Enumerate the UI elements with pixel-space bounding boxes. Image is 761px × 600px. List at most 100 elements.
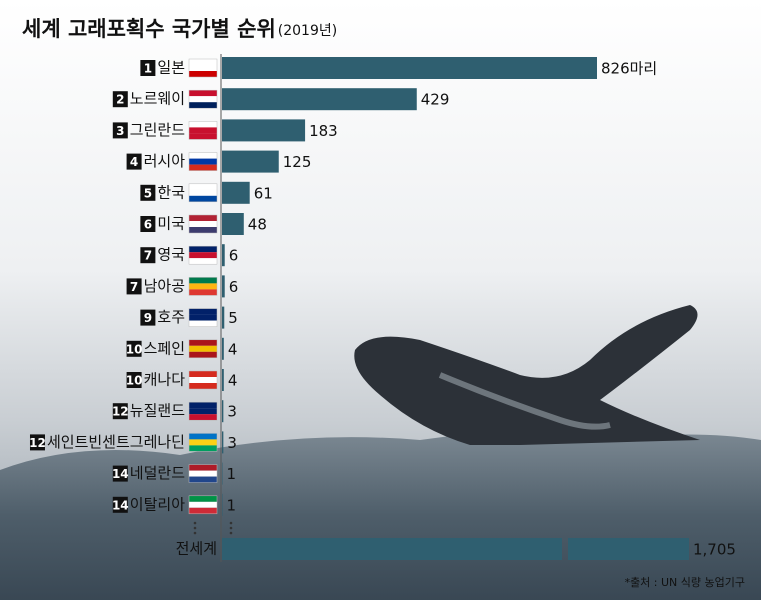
flag-border [188, 401, 218, 421]
bar [222, 275, 225, 298]
category-label: 뉴질랜드 [130, 402, 185, 420]
flag [189, 320, 217, 327]
flag [189, 152, 217, 159]
rank-label: 10 [126, 374, 143, 388]
bar [222, 337, 224, 360]
rank-badge [112, 496, 128, 513]
flag [189, 158, 217, 165]
value-label: 125 [283, 153, 312, 171]
bar [222, 400, 224, 423]
value-label: 6 [229, 278, 239, 296]
whale-belly [438, 372, 611, 430]
rank-badge [126, 153, 142, 170]
bar [222, 244, 225, 267]
flag [189, 308, 217, 315]
flag-border [188, 121, 218, 140]
rank-badge [140, 309, 156, 326]
bar [222, 306, 225, 329]
flag [189, 127, 217, 134]
flag-border [188, 308, 218, 327]
bar [222, 119, 306, 142]
flag [189, 345, 217, 352]
value-label: 4 [228, 372, 238, 390]
flag [189, 65, 217, 71]
flag [189, 102, 217, 109]
category-label: 스페인 [144, 339, 185, 357]
total-label: 전세계 [176, 540, 217, 558]
flag-border [188, 58, 218, 78]
flag [189, 59, 217, 65]
rank-badge [112, 91, 128, 108]
flag [189, 383, 217, 389]
value-label: 183 [309, 122, 338, 140]
source: *출처 : UN 식량 농업기구 [625, 576, 745, 589]
category-label: 세인트빈센트그레나딘 [47, 433, 185, 451]
rank-label: 1 [144, 62, 152, 76]
rank-badge [140, 247, 156, 264]
category-label: 그린란드 [130, 121, 185, 139]
title-group: 세계 고래포획수 국가별 순위 (2019년) [22, 17, 337, 41]
value-label: 48 [248, 216, 267, 234]
value-label: 6 [229, 247, 239, 265]
rank-badge [126, 278, 142, 295]
value-label: 429 [421, 91, 450, 109]
rank-badge [112, 122, 128, 139]
category-label: 노르웨이 [130, 90, 185, 108]
category-label: 남아공 [144, 277, 185, 295]
rank-label: 9 [144, 311, 152, 325]
flag [189, 252, 217, 259]
flag [189, 402, 217, 409]
category-label: 일본 [157, 59, 185, 77]
value-label: 1 [226, 496, 236, 514]
category-label: 네덜란드 [130, 464, 185, 482]
ocean [0, 431, 761, 600]
flag [189, 71, 217, 77]
flag [189, 277, 217, 284]
flag-border [188, 183, 218, 203]
category-label: 러시아 [144, 152, 186, 170]
rank-badge [140, 184, 156, 201]
value-label: 4 [228, 340, 238, 358]
title-note: (2019년) [278, 23, 337, 39]
rank-badge [29, 434, 45, 451]
flag [189, 445, 217, 452]
rank-badge [112, 465, 128, 482]
flag [189, 339, 217, 346]
bar-segment [568, 538, 689, 560]
flag-border [188, 277, 218, 296]
flag [189, 246, 217, 253]
rank-badge [140, 60, 156, 76]
flag [189, 377, 217, 383]
bar [222, 57, 597, 79]
flag-border [188, 370, 218, 390]
rank-label: 2 [116, 93, 124, 107]
flag [189, 227, 217, 233]
total-value-label: 1,705 [693, 541, 736, 559]
category-label: 미국 [157, 215, 185, 233]
bar-segment [222, 538, 562, 560]
flag [189, 133, 217, 140]
rank-badge [126, 340, 142, 357]
category-label: 한국 [157, 183, 185, 201]
flag [189, 495, 217, 502]
value-label: 826마리 [601, 60, 657, 78]
chart-title: 세계 고래포획수 국가별 순위 [22, 17, 276, 41]
category-label: 캐나다 [144, 371, 186, 389]
flag [189, 439, 217, 446]
flag [189, 470, 217, 477]
flag [189, 289, 217, 296]
rank-label: 10 [126, 342, 143, 356]
flag-border [188, 89, 218, 109]
flag [189, 414, 217, 421]
flag-border [188, 152, 218, 171]
rank-label: 4 [130, 155, 138, 169]
rank-label: 3 [116, 124, 124, 138]
flag [189, 189, 217, 196]
rank-label: 7 [144, 249, 152, 263]
total-bar [222, 538, 689, 560]
rank-label: 14 [112, 467, 129, 481]
value-label: 61 [254, 184, 273, 202]
flag-border [188, 339, 218, 359]
flag [189, 183, 217, 190]
